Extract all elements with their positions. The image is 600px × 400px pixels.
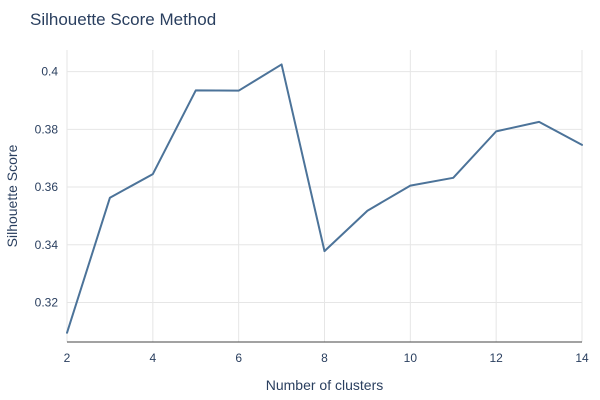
x-tick-labels: 2 4 6 8 10 12 14: [64, 351, 589, 365]
y-tick-label: 0.34: [35, 238, 59, 252]
y-tick-label: 0.32: [35, 295, 59, 309]
x-tick-label: 8: [321, 351, 328, 365]
y-tick-label: 0.38: [35, 122, 59, 136]
chart-title: Silhouette Score Method: [30, 10, 216, 29]
x-tick-label: 14: [575, 351, 589, 365]
x-tick-label: 2: [64, 351, 71, 365]
silhouette-score-line: [66, 63, 583, 334]
x-tick-label: 10: [404, 351, 418, 365]
x-tick-label: 6: [235, 351, 242, 365]
series-group: [66, 63, 583, 334]
y-axis-title: Silhouette Score: [4, 144, 20, 247]
y-tick-label: 0.36: [35, 180, 59, 194]
y-tick-label: 0.4: [41, 65, 58, 79]
x-tick-label: 12: [489, 351, 503, 365]
x-tick-label: 4: [149, 351, 156, 365]
x-gridlines: [66, 50, 583, 342]
x-axis-title: Number of clusters: [266, 377, 383, 393]
y-tick-labels: 0.32 0.34 0.36 0.38 0.4: [35, 65, 59, 310]
